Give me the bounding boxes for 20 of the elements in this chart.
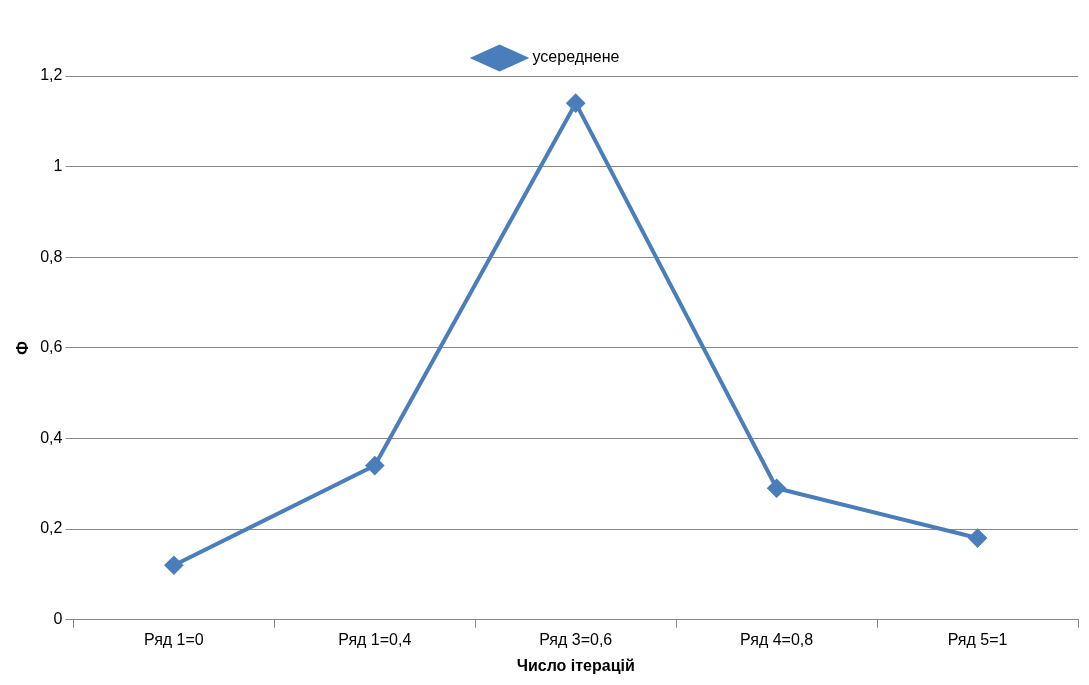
x-tick-label: Ряд 1=0 bbox=[144, 630, 204, 648]
y-axis-title: Ф bbox=[14, 340, 32, 355]
y-tick-label: 0,8 bbox=[40, 247, 63, 265]
x-tick-label: Ряд 5=1 bbox=[947, 630, 1008, 648]
x-tick-label: Ряд 3=0,6 bbox=[539, 630, 613, 648]
y-tick-label: 1,2 bbox=[40, 66, 63, 84]
y-tick-label: 1 bbox=[53, 157, 63, 175]
y-tick-label: 0,4 bbox=[40, 428, 63, 446]
y-tick-label: 0,6 bbox=[40, 338, 63, 356]
y-tick-label: 0,2 bbox=[40, 519, 63, 537]
point bbox=[365, 456, 384, 475]
point bbox=[566, 94, 585, 113]
point bbox=[968, 529, 987, 548]
x-axis-title: Число ітерацій bbox=[516, 656, 635, 674]
y-tick-label: 0 bbox=[53, 610, 63, 628]
point bbox=[164, 556, 183, 575]
x-tick-label: Ряд 1=0,4 bbox=[338, 630, 412, 648]
point bbox=[767, 479, 786, 498]
legend-label: усереднене bbox=[532, 48, 620, 66]
x-tick-label: Ряд 4=0,8 bbox=[740, 630, 814, 648]
